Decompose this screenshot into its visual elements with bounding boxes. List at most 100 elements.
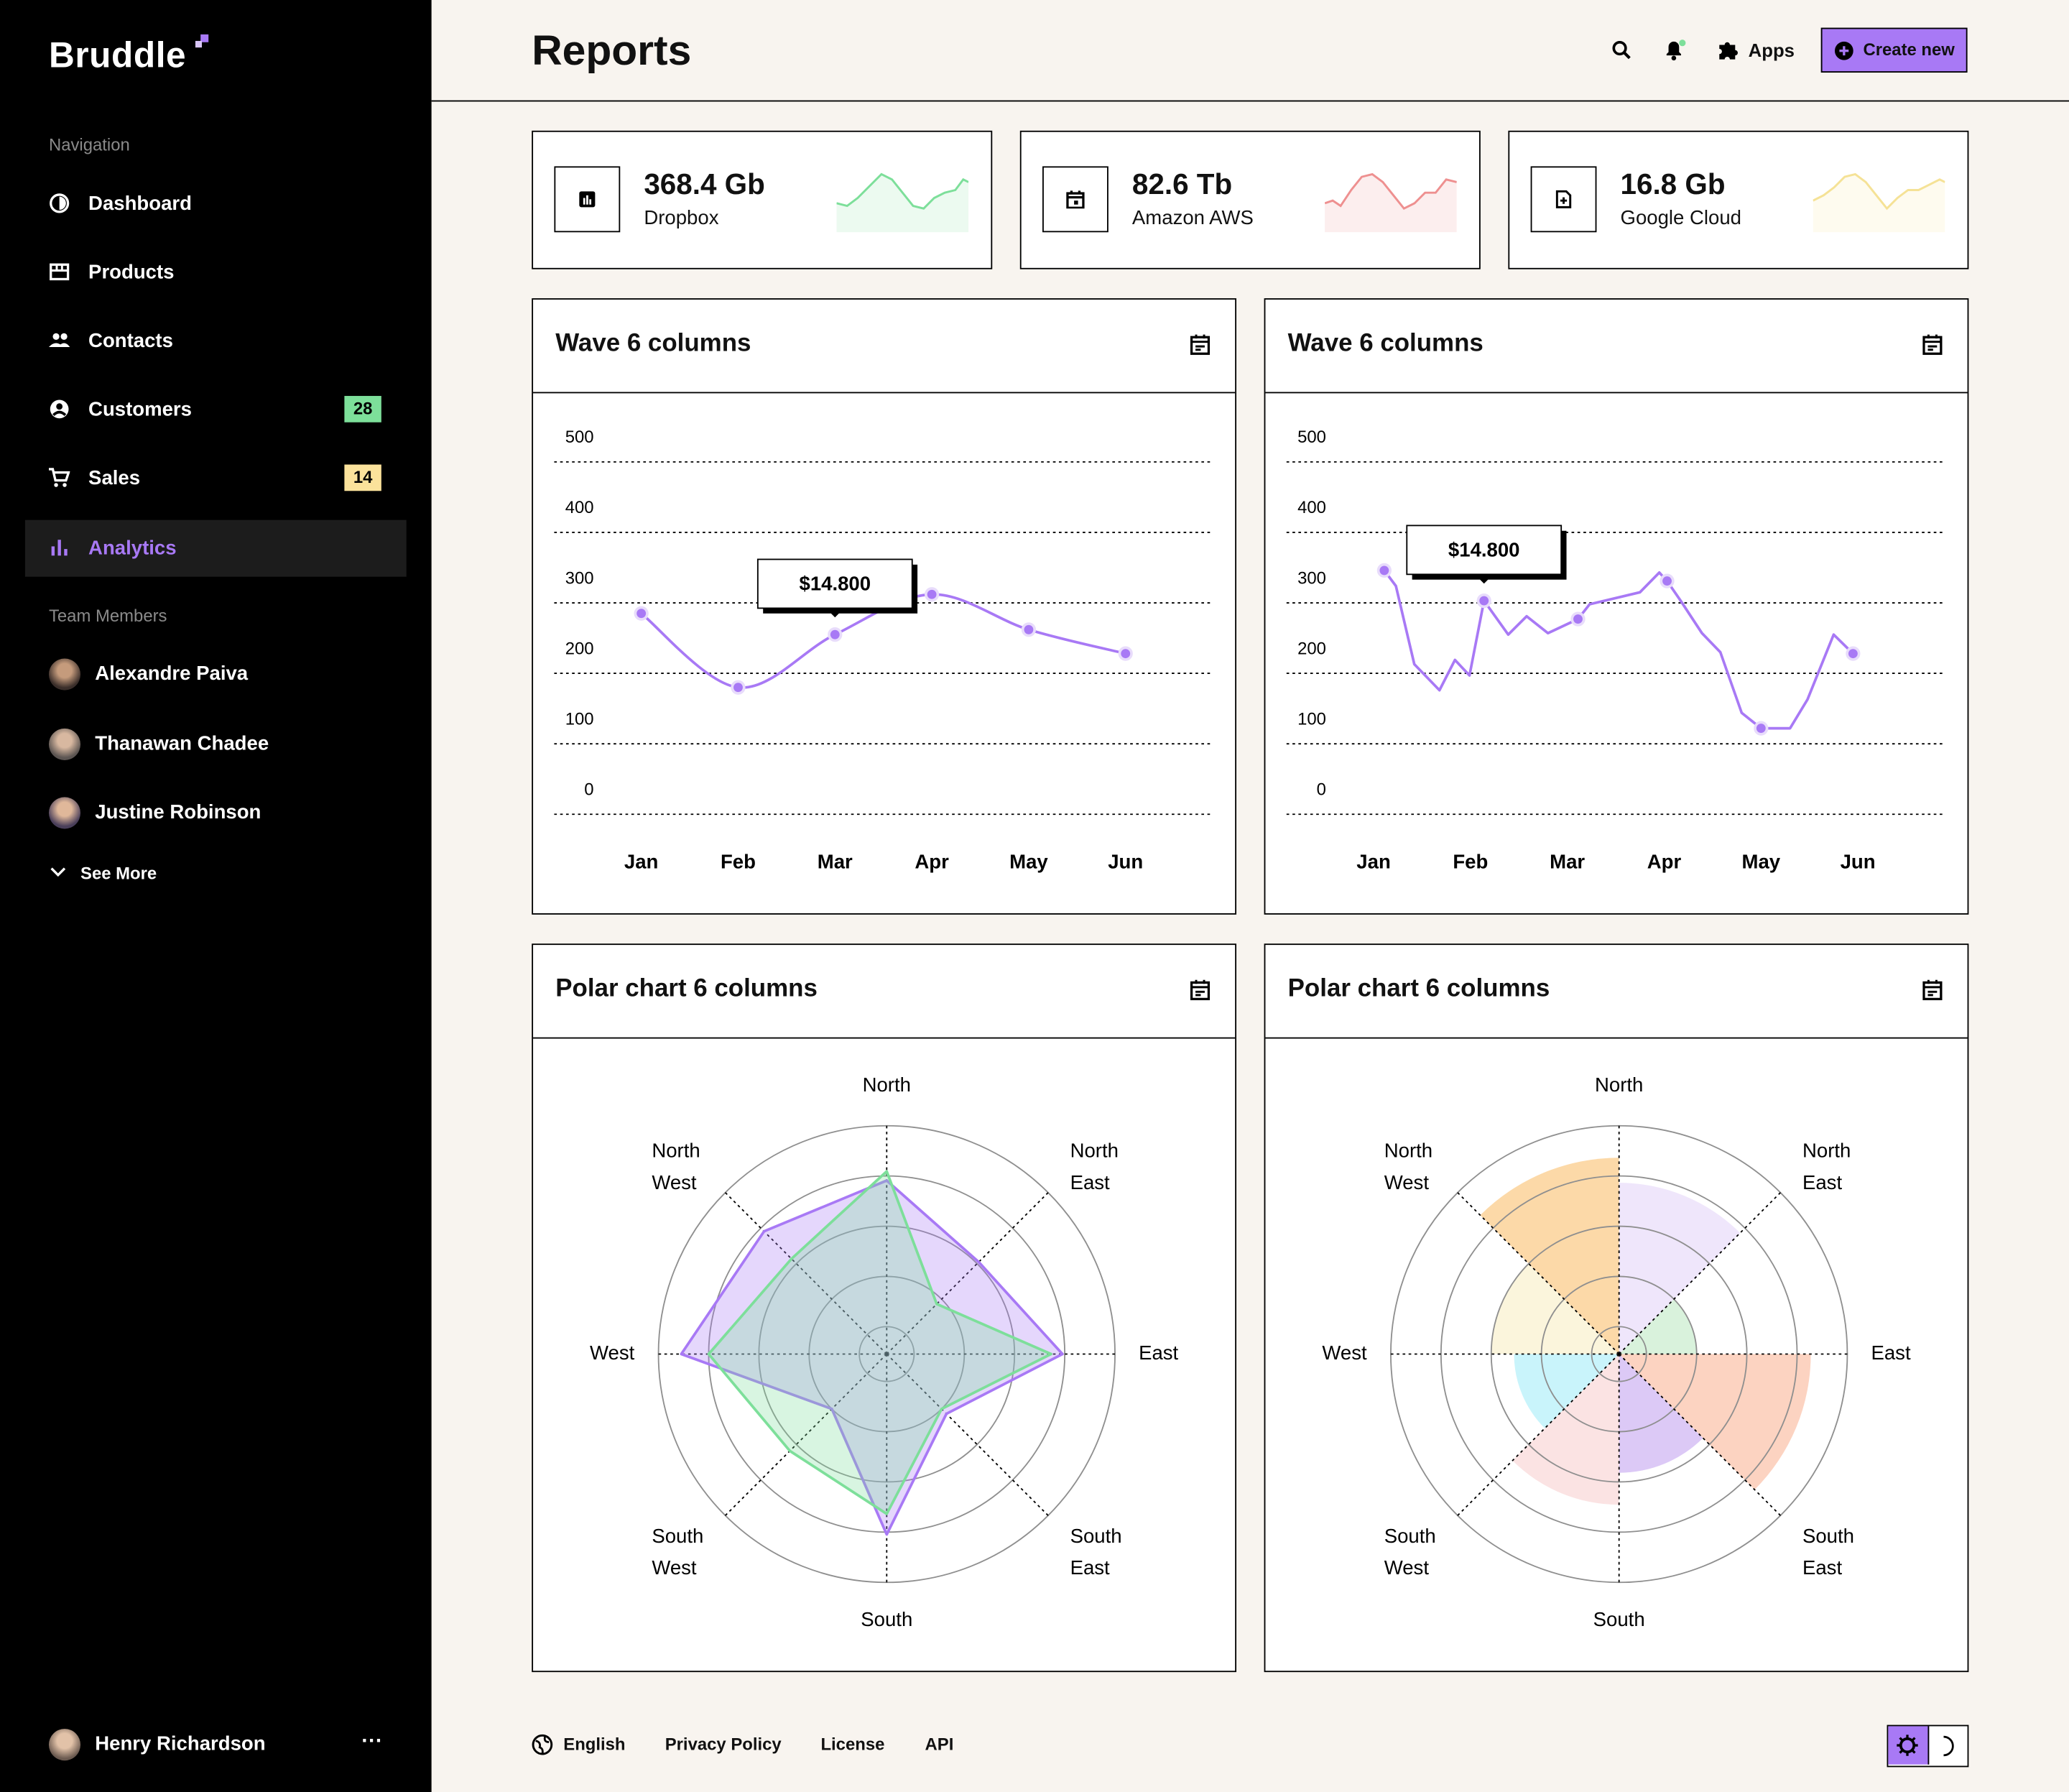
nav-item[interactable]: Analytics xyxy=(24,519,407,576)
theme-toggle[interactable] xyxy=(1887,1724,1969,1768)
nav-item[interactable]: Contacts xyxy=(25,313,407,369)
y-tick-label: 400 xyxy=(1297,498,1326,517)
stat-glyph xyxy=(579,191,596,208)
stat-glyph xyxy=(1066,190,1085,209)
stat-icon xyxy=(1042,166,1108,233)
tooltip-box xyxy=(756,558,913,609)
data-point xyxy=(1846,646,1861,661)
sparkline-area xyxy=(836,174,969,233)
member-avatar xyxy=(48,727,81,760)
nav-icon xyxy=(50,263,70,280)
footer-link[interactable]: API xyxy=(925,1734,954,1755)
calendar-icon[interactable] xyxy=(1922,979,1943,1001)
tooltip-box xyxy=(1406,525,1563,576)
calendar-icon[interactable] xyxy=(1190,979,1211,1001)
stat-glyph xyxy=(1555,190,1572,208)
nav-icon xyxy=(48,333,70,347)
y-tick-label: 100 xyxy=(565,709,594,729)
direction-label: West xyxy=(590,1341,635,1364)
sparkline xyxy=(1325,172,1457,233)
calendar-icon[interactable] xyxy=(1190,334,1211,355)
light-mode[interactable] xyxy=(1888,1726,1930,1765)
tooltip: $14.800 xyxy=(1406,525,1567,584)
rose-sector xyxy=(1491,1263,1619,1354)
member-name[interactable]: Thanawan Chadee xyxy=(95,731,269,754)
chart-card: Polar chart 6 columns North North East East S… xyxy=(532,943,1237,1673)
axis-spoke xyxy=(886,1192,1049,1355)
footer-link[interactable]: English xyxy=(563,1734,626,1755)
ring xyxy=(1440,1175,1798,1533)
notifications-icon[interactable] xyxy=(1662,38,1689,62)
y-tick-label: 500 xyxy=(1297,428,1326,447)
brand: Bruddle xyxy=(48,35,187,75)
footer-link[interactable]: License xyxy=(820,1734,885,1755)
x-tick-label: Jun xyxy=(1108,851,1143,873)
globe-icon xyxy=(532,1734,553,1755)
y-tick-label: 500 xyxy=(565,428,594,447)
x-tick-label: Jan xyxy=(1356,851,1390,873)
user-menu[interactable]: ··· xyxy=(361,1729,383,1753)
stat-card: 368.4 Gb Dropbox xyxy=(532,130,993,269)
direction-label: South xyxy=(861,1608,912,1630)
y-tick-label: 300 xyxy=(565,568,594,588)
calendar-icon[interactable] xyxy=(1922,334,1943,355)
chart-card: Wave 6 columns 0 100 200 300 400 500 Jan Feb Mar A… xyxy=(1264,298,1969,915)
axis-spoke xyxy=(886,1353,1049,1516)
y-tick-label: 0 xyxy=(584,780,593,800)
direction-label: North xyxy=(1595,1073,1643,1096)
nav-item[interactable]: Sales 14 xyxy=(25,451,407,507)
member-avatar xyxy=(48,658,81,691)
nav-badge: 14 xyxy=(344,465,381,491)
data-point xyxy=(1376,563,1392,578)
data-point xyxy=(828,627,843,642)
direction-label: East xyxy=(1802,1171,1842,1193)
rose-sector xyxy=(1480,1158,1619,1354)
nav-item[interactable]: Products xyxy=(25,244,407,300)
x-tick-label: May xyxy=(1009,851,1048,873)
x-tick-label: Jan xyxy=(624,851,658,873)
nav-item[interactable]: Dashboard xyxy=(25,175,407,231)
nav-label: Contacts xyxy=(88,329,173,353)
data-point xyxy=(1660,573,1675,588)
direction-label: North xyxy=(863,1073,911,1096)
create-button[interactable]: Create new xyxy=(1820,27,1968,73)
nav-label: Customers xyxy=(88,398,192,422)
tooltip-label: $14.800 xyxy=(799,573,871,595)
member-name[interactable]: Alexandre Paiva xyxy=(95,662,249,685)
team-heading: Team Members xyxy=(48,606,167,626)
chart-header: Polar chart 6 columns xyxy=(1265,945,1968,1039)
search-icon[interactable] xyxy=(1611,40,1632,60)
member-name[interactable]: Justine Robinson xyxy=(95,800,261,824)
brand-mark xyxy=(195,34,209,48)
member-avatar xyxy=(48,797,81,829)
nav-item[interactable]: Customers 28 xyxy=(25,382,407,438)
radar-series xyxy=(680,1179,1064,1536)
axis-spoke xyxy=(724,1192,887,1355)
see-more[interactable]: See More xyxy=(80,863,157,883)
moon-icon[interactable] xyxy=(1938,1735,1957,1757)
direction-label: West xyxy=(1384,1171,1430,1193)
direction-label: East xyxy=(1802,1556,1842,1579)
stat-value: 16.8 Gb xyxy=(1620,167,1726,201)
footer-link[interactable]: Privacy Policy xyxy=(665,1734,782,1755)
chart-body: North North East East South East South South Wes… xyxy=(590,1073,1179,1630)
apps-link[interactable]: Apps xyxy=(1748,40,1795,61)
data-point xyxy=(731,680,746,695)
y-tick-label: 200 xyxy=(565,639,594,658)
stat-value: 82.6 Tb xyxy=(1131,167,1233,201)
axis-spoke xyxy=(724,1353,887,1516)
direction-label: South xyxy=(1070,1525,1122,1547)
direction-label: East xyxy=(1070,1171,1110,1193)
direction-label: North xyxy=(1802,1140,1851,1162)
user-avatar xyxy=(48,1729,81,1761)
rose-sector xyxy=(1512,1354,1619,1505)
chart-header: Wave 6 columns xyxy=(533,300,1236,394)
direction-label: West xyxy=(652,1556,697,1579)
direction-label: East xyxy=(1070,1556,1110,1579)
data-point xyxy=(634,606,649,621)
nav-label: Products xyxy=(88,261,175,284)
direction-label: West xyxy=(1384,1556,1430,1579)
sparkline-line xyxy=(1325,172,1457,211)
